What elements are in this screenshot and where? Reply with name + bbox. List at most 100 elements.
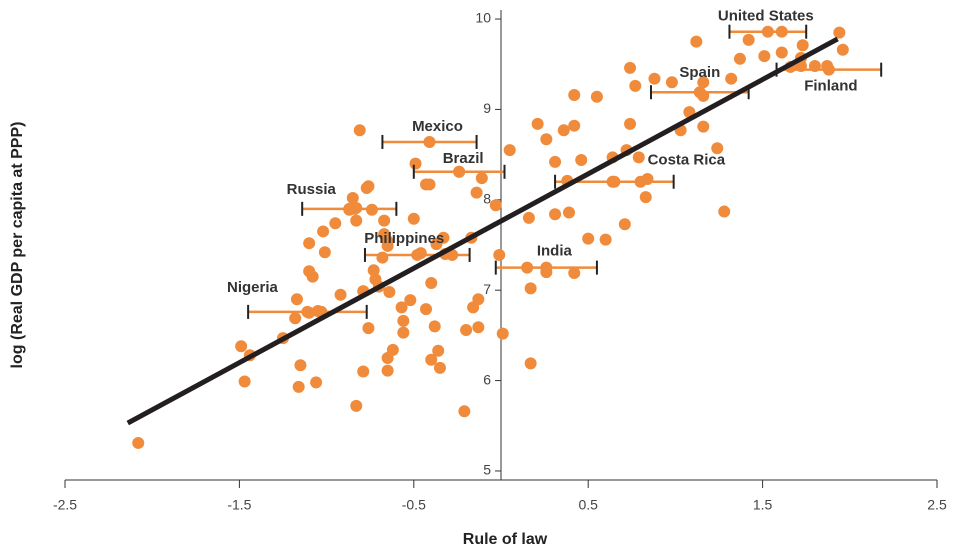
point bbox=[836, 43, 849, 56]
point bbox=[472, 293, 485, 306]
point bbox=[350, 399, 363, 412]
point bbox=[460, 323, 473, 336]
point bbox=[503, 144, 516, 157]
point bbox=[575, 154, 588, 167]
point bbox=[334, 288, 347, 301]
point bbox=[563, 206, 576, 219]
point bbox=[549, 208, 562, 221]
point bbox=[383, 286, 396, 298]
point bbox=[357, 365, 370, 378]
point bbox=[522, 211, 535, 224]
x-tick-label: -1.5 bbox=[227, 497, 251, 513]
point bbox=[310, 376, 323, 389]
point bbox=[833, 26, 846, 39]
trend-line bbox=[126, 36, 839, 426]
point bbox=[306, 270, 319, 283]
point bbox=[425, 353, 438, 366]
labeled-point bbox=[822, 63, 835, 76]
point bbox=[235, 340, 248, 353]
point bbox=[409, 157, 422, 170]
point bbox=[290, 293, 303, 306]
point bbox=[742, 33, 755, 46]
point bbox=[362, 322, 375, 335]
point bbox=[407, 212, 420, 225]
point bbox=[775, 46, 788, 59]
point bbox=[718, 205, 731, 218]
point bbox=[381, 364, 394, 377]
point bbox=[648, 72, 661, 85]
point bbox=[425, 276, 438, 289]
point bbox=[524, 357, 537, 370]
point bbox=[378, 214, 391, 227]
point bbox=[690, 35, 703, 48]
point bbox=[725, 72, 738, 85]
point bbox=[599, 233, 612, 246]
labeled-point bbox=[693, 86, 706, 99]
point bbox=[437, 231, 450, 244]
labeled-point bbox=[411, 248, 424, 261]
point bbox=[711, 142, 724, 155]
point bbox=[386, 343, 399, 356]
x-tick-label: 1.5 bbox=[753, 497, 773, 513]
x-tick-label: 2.5 bbox=[927, 497, 947, 513]
point bbox=[489, 199, 502, 212]
point-label: United States bbox=[718, 8, 814, 25]
point bbox=[568, 119, 581, 132]
point bbox=[531, 117, 544, 130]
point bbox=[432, 344, 445, 357]
point bbox=[360, 182, 373, 195]
point bbox=[303, 237, 316, 250]
point-label: Russia bbox=[287, 181, 337, 198]
x-tick-label: -0.5 bbox=[402, 497, 426, 513]
y-tick-label: 6 bbox=[483, 371, 491, 387]
y-tick-label: 8 bbox=[483, 191, 491, 207]
point bbox=[289, 312, 302, 325]
point bbox=[350, 214, 363, 227]
point bbox=[632, 151, 645, 164]
point bbox=[428, 320, 441, 333]
point bbox=[238, 375, 251, 388]
point-label: India bbox=[537, 243, 573, 260]
x-axis-title: Rule of law bbox=[463, 531, 548, 548]
point bbox=[624, 61, 637, 74]
y-axis-title: log (Real GDP per capita at PPP) bbox=[9, 122, 26, 369]
point bbox=[758, 50, 771, 63]
point-label: Philippines bbox=[364, 230, 444, 247]
x-tick-label: -2.5 bbox=[53, 497, 77, 513]
y-tick-label: 9 bbox=[483, 100, 491, 116]
point bbox=[796, 39, 809, 52]
point bbox=[353, 124, 366, 137]
point bbox=[590, 90, 603, 103]
point bbox=[397, 314, 410, 327]
labeled-point bbox=[343, 202, 356, 215]
point bbox=[132, 436, 145, 449]
point bbox=[568, 88, 581, 101]
point bbox=[540, 133, 553, 146]
point bbox=[568, 267, 581, 280]
y-tick-label: 7 bbox=[483, 281, 491, 297]
point bbox=[376, 251, 389, 264]
point bbox=[458, 405, 471, 418]
point bbox=[697, 76, 710, 89]
point bbox=[470, 186, 483, 199]
point bbox=[557, 124, 570, 137]
point bbox=[493, 248, 506, 261]
point bbox=[294, 359, 307, 372]
point-label: Brazil bbox=[443, 150, 484, 167]
labeled-point bbox=[453, 165, 466, 178]
point bbox=[524, 282, 537, 295]
labeled-point bbox=[608, 175, 621, 188]
y-tick-label: 10 bbox=[475, 10, 491, 26]
y-tick-label: 5 bbox=[483, 462, 491, 478]
labeled-point bbox=[761, 25, 774, 38]
point bbox=[549, 155, 562, 168]
point bbox=[697, 120, 710, 133]
point bbox=[639, 191, 652, 204]
point bbox=[317, 225, 330, 238]
point bbox=[397, 326, 410, 339]
point bbox=[346, 192, 359, 204]
point bbox=[472, 321, 485, 334]
point bbox=[423, 178, 436, 191]
point-label: Mexico bbox=[412, 118, 463, 135]
labeled-point bbox=[423, 135, 436, 148]
